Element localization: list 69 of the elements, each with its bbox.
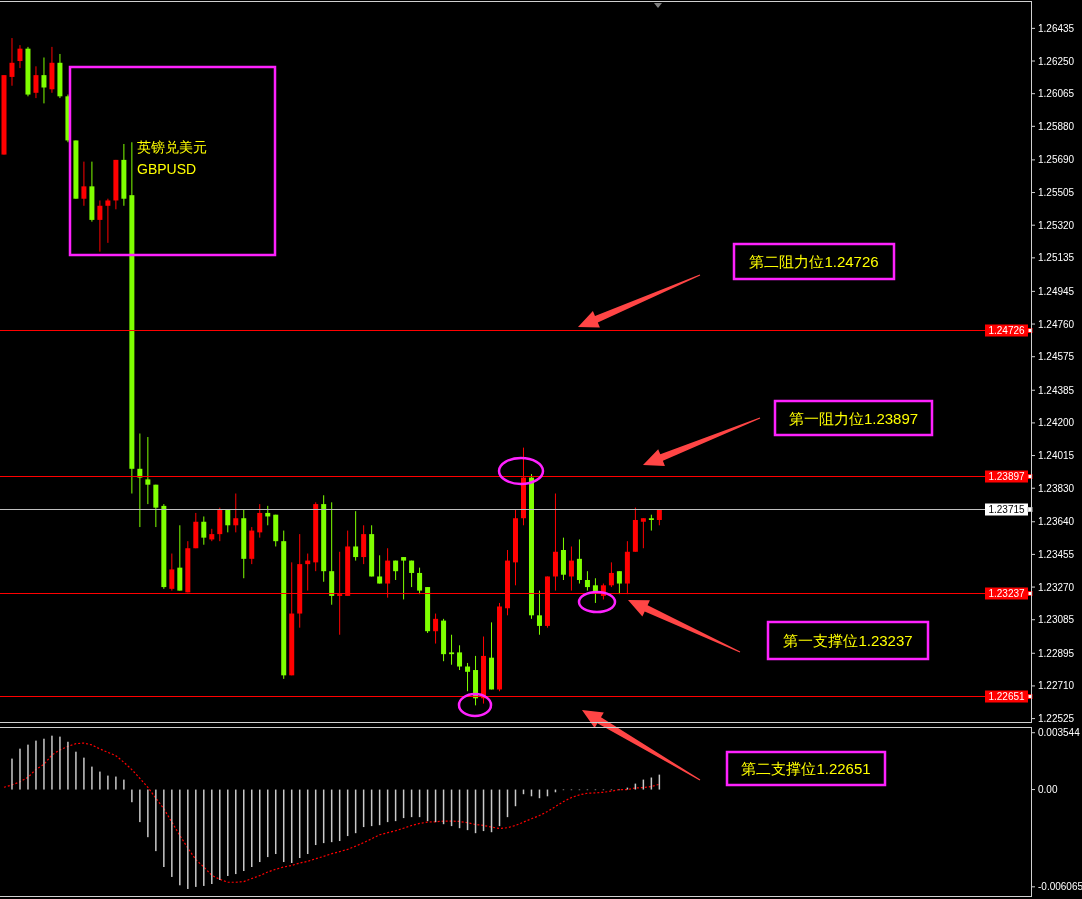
- candlestick: [81, 161, 87, 207]
- candlestick: [9, 37, 15, 87]
- y-tick-label: 1.23270: [1038, 581, 1075, 593]
- candlestick: [153, 484, 159, 528]
- candlestick: [536, 590, 542, 636]
- y-tick-label: 1.26065: [1038, 88, 1075, 100]
- y-tick-label: -0.006065: [1038, 881, 1082, 893]
- candlestick: [640, 517, 646, 549]
- candlestick: [401, 556, 407, 600]
- y-tick-label: 1.24575: [1038, 351, 1075, 363]
- candlestick: [608, 561, 614, 588]
- text: GBPUSD: [137, 161, 197, 177]
- y-tick-label: 1.25505: [1038, 187, 1075, 199]
- y-tick-label: 1.24015: [1038, 450, 1075, 462]
- candlestick: [409, 560, 415, 588]
- candlestick: [433, 613, 439, 645]
- ref-line-label: 1.22651: [988, 691, 1026, 702]
- y-tick-label: 1.26435: [1038, 22, 1075, 34]
- candlestick: [33, 65, 39, 99]
- candlestick: [584, 570, 590, 592]
- candlestick: [145, 436, 151, 505]
- candlestick: [105, 198, 111, 244]
- candlestick: [177, 524, 183, 592]
- ref-line-label: 1.23237: [988, 588, 1026, 599]
- ref-line-label: 1.24726: [988, 325, 1026, 336]
- annotation: 第二支撑位1.22651: [741, 760, 871, 777]
- annotation: 第一支撑位1.23237: [783, 632, 913, 649]
- candlestick: [616, 570, 622, 595]
- y-tick-label: 1.23455: [1038, 548, 1075, 560]
- candlestick: [201, 515, 207, 546]
- annotation: 第二阻力位1.24726: [749, 253, 879, 270]
- y-tick-label: 1.22525: [1038, 713, 1075, 725]
- candlestick: [361, 524, 367, 565]
- line-series: [3, 742, 660, 883]
- ref-line-label: 1.23715: [988, 504, 1026, 515]
- candlestick: [377, 554, 383, 585]
- y-tick-label: 1.24385: [1038, 384, 1075, 396]
- y-tick-label: 1.24760: [1038, 318, 1075, 330]
- y-tick-label: 1.22710: [1038, 680, 1075, 692]
- y-tick-label: 1.25690: [1038, 154, 1075, 166]
- candlestick: [97, 199, 103, 253]
- candlestick: [417, 567, 423, 595]
- candlestick: [449, 634, 455, 666]
- candlestick: [257, 503, 263, 539]
- ref-line-label: 1.23897: [988, 471, 1026, 482]
- y-tick-label: 1.25135: [1038, 252, 1075, 264]
- candlestick: [465, 662, 471, 692]
- candlestick: [233, 493, 239, 533]
- candlestick: [457, 644, 463, 671]
- y-tick-label: 1.24200: [1038, 417, 1075, 429]
- y-tick-label: 1.25880: [1038, 120, 1075, 132]
- y-tick-label: 1.23640: [1038, 516, 1075, 528]
- y-tick-label: 1.26250: [1038, 55, 1075, 67]
- candlestick: [568, 545, 574, 592]
- annotation: 第一阻力位1.23897: [788, 409, 919, 427]
- y-tick-label: 1.22895: [1038, 647, 1075, 659]
- y-tick-label: 1.23830: [1038, 482, 1075, 494]
- y-tick-label: 0.00: [1038, 784, 1058, 796]
- y-tick-label: 1.25320: [1038, 219, 1075, 231]
- y-tick-label: 0.003544: [1038, 727, 1081, 739]
- text: 英镑兑美元: [137, 139, 207, 155]
- y-tick-label: 1.24945: [1038, 285, 1075, 297]
- candlestick: [576, 538, 582, 585]
- candlestick: [17, 44, 23, 69]
- y-tick-label: 1.23085: [1038, 614, 1075, 626]
- candlestick: [137, 432, 143, 528]
- candlestick: [41, 56, 47, 104]
- candlestick: [353, 510, 359, 562]
- candlestick: [169, 553, 175, 592]
